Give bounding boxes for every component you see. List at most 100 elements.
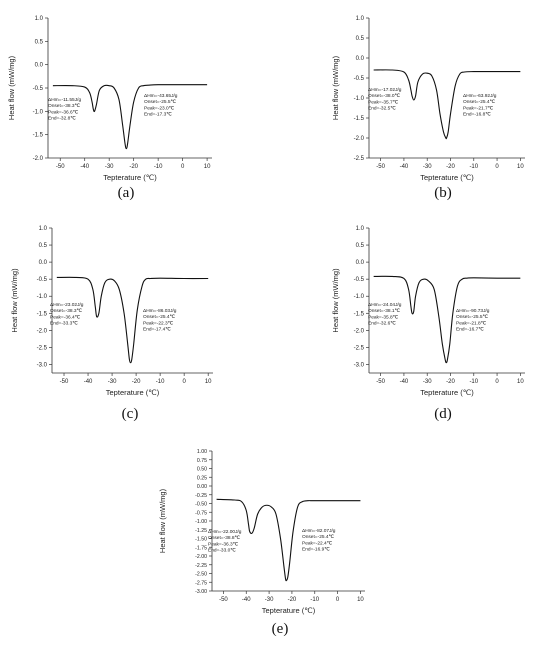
- peak1-annotation: Peak=-35.8℃: [368, 314, 399, 320]
- y-axis-label: Heat flow (mW/mg): [7, 55, 16, 120]
- y-tick-label: 0.5: [35, 39, 44, 45]
- y-tick-label: -0.50: [195, 502, 207, 508]
- x-tick-label: -10: [469, 164, 478, 170]
- peak1-annotation: Peak=-36.4℃: [50, 314, 81, 320]
- y-tick-label: -2.25: [195, 563, 207, 569]
- y-tick-label: -2.75: [195, 580, 207, 586]
- x-tick-label: 0: [181, 164, 185, 170]
- x-tick-label: -40: [400, 379, 409, 385]
- y-tick-label: -1.25: [195, 528, 207, 534]
- x-tick-label: -30: [423, 164, 432, 170]
- x-tick-label: 10: [517, 379, 524, 385]
- peak1-annotation: ΔHm=-23.02J/g: [50, 302, 84, 308]
- y-tick-label: -2.00: [195, 554, 207, 560]
- dsc-curve-line: [373, 275, 521, 364]
- peak2-annotation: End=-16.8℃: [463, 112, 491, 118]
- peak2-annotation: End=-16.7℃: [456, 327, 484, 333]
- panel-caption: (d): [434, 406, 452, 422]
- panel-caption: (b): [434, 185, 452, 201]
- y-axis-label: Heat flow (mW/mg): [331, 268, 340, 333]
- panel-caption: (e): [272, 621, 289, 637]
- peak2-annotation: Onset=-25.4℃: [463, 99, 496, 105]
- y-tick-label: -1.75: [195, 545, 207, 551]
- x-tick-label: 0: [182, 379, 186, 385]
- x-tick-label: -50: [376, 379, 385, 385]
- x-tick-label: 0: [495, 164, 499, 170]
- peak2-annotation: ΔHm=-82.07J/g: [302, 528, 336, 534]
- chart-e: 1.00 0.75 0.50 0.25 0.00 -0.25 -0.50 -0.75 -1.00…: [158, 449, 365, 637]
- peak2-annotation: Peak=-23.0℃: [144, 105, 175, 111]
- y-tick-label: -2.0: [33, 156, 44, 162]
- y-tick-label: 0.0: [356, 260, 365, 266]
- y-tick-label: 0.5: [356, 243, 365, 249]
- x-axis-label: Tepterature (℃): [106, 388, 160, 397]
- chart-d: 1.0 0.5 0.0 -0.5 -1.0 -1.5 -2.0 -2.5 -3.0 -50 -40 -…: [331, 226, 525, 422]
- y-tick-label: 0.25: [197, 475, 207, 481]
- peak1-annotation: End=-32.6℃: [368, 321, 396, 327]
- x-tick-label: -50: [376, 164, 385, 170]
- x-axis-label: Tepterature (℃): [420, 388, 474, 397]
- y-tick-label: -1.5: [354, 311, 365, 317]
- peak2-annotation: ΔHm=-63.92J/g: [463, 93, 497, 99]
- peak1-annotation: ΔHm=-22.00J/g: [208, 529, 242, 535]
- y-tick-label: -1.00: [195, 519, 207, 525]
- peak1-annotation: End=-33.0℃: [208, 548, 236, 554]
- x-tick-label: -10: [154, 164, 163, 170]
- y-tick-label: 0.00: [197, 484, 207, 490]
- y-tick-label: -1.0: [33, 109, 44, 115]
- peak2-annotation: End=-17.3℃: [144, 112, 172, 118]
- x-tick-label: -20: [288, 597, 297, 603]
- y-tick-label: 0.0: [35, 63, 44, 69]
- x-tick-label: -10: [156, 379, 165, 385]
- y-tick-label: -0.5: [354, 76, 365, 82]
- x-tick-label: 10: [517, 164, 524, 170]
- x-tick-label: -30: [105, 164, 114, 170]
- y-tick-label: -3.0: [37, 362, 48, 368]
- y-tick-label: 0.50: [197, 467, 207, 473]
- y-tick-label: -3.00: [195, 589, 207, 595]
- panel-d: 1.0 0.5 0.0 -0.5 -1.0 -1.5 -2.0 -2.5 -3.0 -50 -40 -…: [275, 215, 550, 440]
- peak2-annotation: End=-16.9℃: [302, 547, 330, 553]
- peak2-annotation: Peak=-22.4℃: [302, 540, 333, 546]
- panel-c: 1.0 0.5 0.0 -0.5 -1.0 -1.5 -2.0 -2.5 -3.0 -50 -40 -…: [0, 215, 275, 440]
- y-tick-label: 0.0: [356, 56, 365, 62]
- x-tick-label: 0: [495, 379, 499, 385]
- x-tick-label: -40: [400, 164, 409, 170]
- y-tick-label: -3.0: [354, 362, 365, 368]
- peak1-annotation: Peak=-36.6℃: [48, 109, 79, 115]
- peak1-annotation: ΔHm=-24.04J/g: [368, 302, 402, 308]
- peak1-annotation: Peak=-36.3℃: [208, 541, 239, 547]
- y-tick-label: -0.5: [33, 86, 44, 92]
- y-tick-label: -1.5: [33, 133, 44, 139]
- peak1-annotation: End=-32.8℃: [48, 116, 76, 122]
- y-tick-label: -2.0: [354, 328, 365, 334]
- dsc-curve-line: [373, 69, 521, 140]
- peak2-annotation: ΔHm=-43.65J/g: [144, 93, 178, 99]
- y-tick-label: -2.5: [354, 156, 365, 162]
- peak2-annotation: Onset=-25.4℃: [143, 314, 176, 320]
- x-tick-label: -10: [310, 597, 319, 603]
- x-tick-label: -30: [108, 379, 117, 385]
- x-tick-label: -30: [265, 597, 274, 603]
- peak2-annotation: ΔHm=-86.03J/g: [143, 308, 177, 314]
- peak1-annotation: ΔHm=-11.55J/g: [48, 97, 81, 103]
- y-tick-label: 1.00: [197, 449, 207, 455]
- x-tick-label: 0: [336, 597, 340, 603]
- x-tick-label: -30: [423, 379, 432, 385]
- x-axis-label: Tepterature (℃): [103, 173, 157, 182]
- x-tick-label: -20: [132, 379, 141, 385]
- y-tick-label: -2.50: [195, 572, 207, 578]
- peak2-annotation: Peak=-21.8℃: [456, 320, 487, 326]
- y-tick-label: -2.5: [37, 345, 48, 351]
- y-tick-label: -2.0: [37, 328, 48, 334]
- x-tick-label: -50: [219, 597, 228, 603]
- y-tick-label: 1.0: [35, 16, 44, 22]
- chart-b: 1.0 0.5 0.0 -0.5 -1.0 -1.5 -2.0 -2.5 -50 -40 -30 -2…: [331, 16, 525, 201]
- y-axis-label: Heat flow (mW/mg): [158, 488, 167, 553]
- x-tick-label: -40: [80, 164, 89, 170]
- y-tick-label: 0.5: [356, 36, 365, 42]
- y-tick-label: 0.0: [39, 260, 48, 266]
- x-tick-label: -50: [60, 379, 69, 385]
- y-tick-label: -1.5: [354, 116, 365, 122]
- y-tick-label: -1.0: [354, 294, 365, 300]
